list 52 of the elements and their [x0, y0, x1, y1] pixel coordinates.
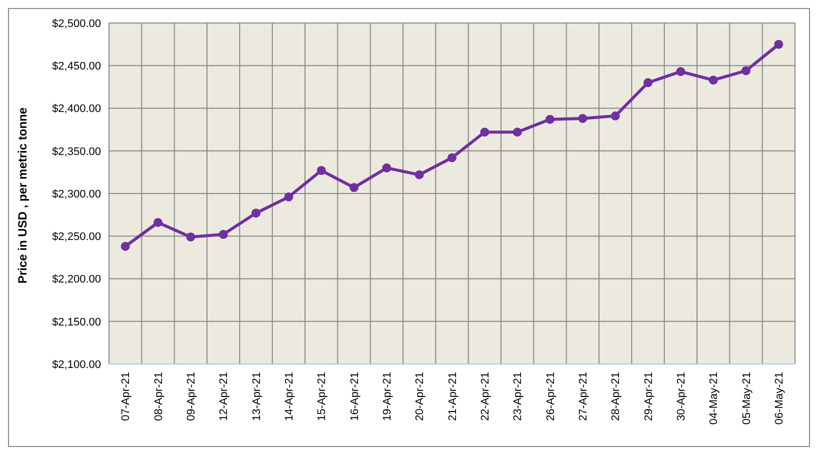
x-tick-label: 26-Apr-21: [544, 372, 557, 421]
y-tick-label: $2,150.00: [52, 316, 101, 328]
point: [742, 66, 750, 76]
point: [644, 78, 652, 88]
x-tick-label: 28-Apr-21: [610, 372, 622, 421]
x-tick-label: 30-Apr-21: [675, 372, 688, 421]
point: [316, 166, 326, 175]
y-tick-label: $2,100.00: [52, 358, 101, 371]
point: [154, 218, 162, 227]
x-tick-label: 29-Apr-21: [642, 372, 655, 421]
x-tick-label: 14-Apr-21: [283, 372, 296, 421]
y-tick-label: $2,350.00: [52, 146, 101, 158]
y-axis-title: Price in USD , per metric tonne: [15, 107, 30, 284]
point: [284, 192, 294, 202]
x-tick-label: 07-Apr-21: [120, 372, 132, 421]
x-tick-label: 15-Apr-21: [316, 372, 328, 421]
point: [676, 67, 686, 76]
point: [414, 170, 424, 180]
point: [578, 114, 588, 123]
x-tick-label: 19-Apr-21: [381, 372, 394, 421]
point: [120, 242, 130, 251]
point: [252, 208, 260, 218]
point: [218, 230, 228, 239]
x-tick-label: 16-Apr-21: [348, 372, 361, 421]
x-tick-label: 05-May-21: [740, 372, 753, 425]
point: [382, 163, 392, 172]
y-tick-label: $2,450.00: [52, 60, 101, 73]
y-tick-label: $2,250.00: [52, 231, 101, 244]
y-tick-label: $2,200.00: [52, 274, 101, 286]
x-tick-label: 20-Apr-21: [414, 372, 426, 421]
x-tick-label: 04-May-21: [708, 372, 720, 425]
x-tick-label: 09-Apr-21: [185, 372, 198, 421]
x-tick-label: 23-Apr-21: [512, 372, 524, 421]
y-tick-label: $2,400.00: [52, 103, 101, 116]
x-tick-label: 06-May-21: [773, 372, 786, 425]
point: [480, 128, 490, 137]
point: [350, 183, 358, 192]
y-tick-label: $2,300.00: [52, 188, 101, 200]
x-tick-label: 12-Apr-21: [218, 372, 230, 421]
point: [448, 153, 456, 162]
x-tick-label: 13-Apr-21: [250, 372, 263, 421]
x-tick-label: 27-Apr-21: [577, 372, 590, 421]
x-tick-label: 22-Apr-21: [479, 372, 492, 421]
point: [610, 111, 620, 120]
x-tick-label: 21-Apr-21: [446, 372, 459, 421]
point: [708, 76, 718, 85]
x-tick-label: 08-Apr-21: [152, 372, 165, 421]
point: [186, 232, 196, 242]
point: [512, 128, 522, 137]
y-tick-label: $2,500.00: [52, 18, 101, 30]
point: [774, 40, 784, 49]
point: [546, 114, 554, 124]
